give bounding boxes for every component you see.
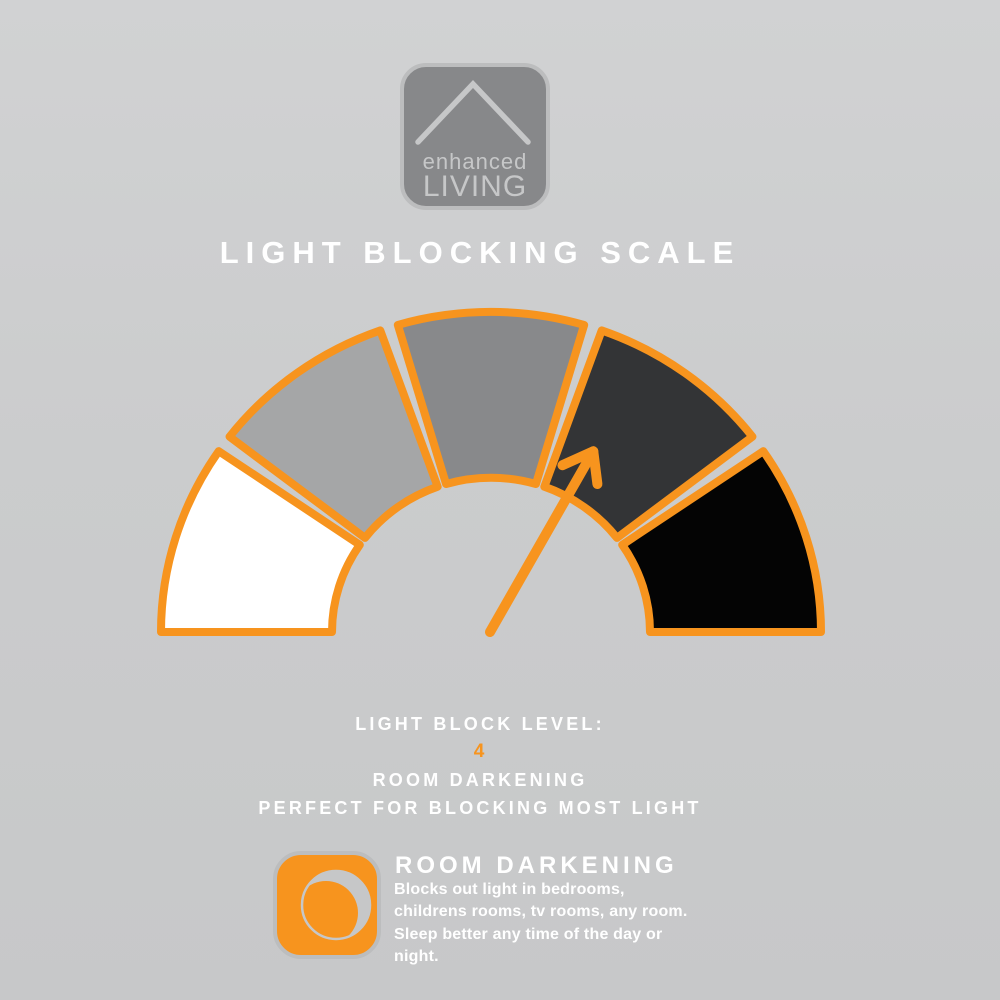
gauge-segment-2 (225, 326, 442, 542)
brand-logo: enhanced LIVING (400, 63, 550, 210)
level-tagline: PERFECT FOR BLOCKING MOST LIGHT (258, 798, 702, 818)
feature-line: childrens rooms, tv rooms, any room. (394, 903, 688, 921)
level-label: LIGHT BLOCK LEVEL: (355, 714, 605, 734)
page-title: LIGHT BLOCKING SCALE (219, 235, 741, 270)
feature-heading: ROOM DARKENING (395, 852, 678, 879)
feature-line: Blocks out light in bedrooms, (394, 881, 625, 898)
roof-icon (415, 80, 531, 145)
brand-name-line1: enhanced (422, 149, 528, 174)
feature-line: night. (394, 947, 439, 965)
gauge-segment-1 (157, 447, 364, 636)
light-blocking-gauge (131, 282, 851, 652)
needle-arrow (485, 446, 599, 637)
moon-eclipse-icon (273, 851, 381, 959)
brand-name-line2: LIVING (422, 170, 528, 203)
gauge-segment-5 (618, 447, 825, 636)
gauge-segment-3 (393, 307, 589, 489)
gauge-segments (157, 307, 825, 636)
gauge-needle (485, 446, 603, 637)
gauge-svg (157, 307, 825, 637)
needle-arrow (557, 446, 603, 490)
level-info-block: LIGHT BLOCK LEVEL: 4 ROOM DARKENING PERF… (90, 710, 870, 822)
level-value: 4 (473, 741, 487, 762)
feature-description: Blocks out light in bedrooms, childrens … (394, 879, 714, 968)
level-name: ROOM DARKENING (372, 770, 588, 790)
feature-line: Sleep better any time of the day or (394, 925, 663, 943)
